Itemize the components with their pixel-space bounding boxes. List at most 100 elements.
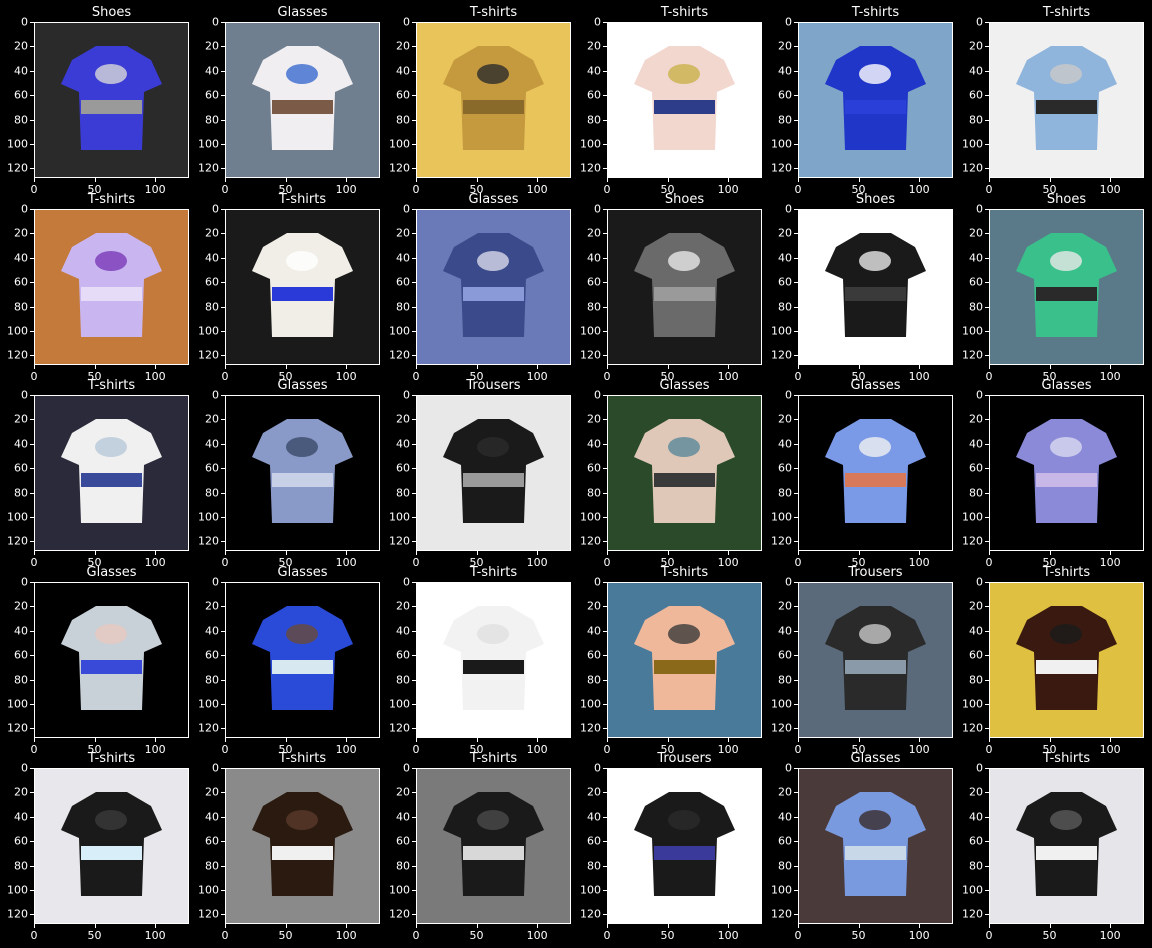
y-tick-label: 100 (580, 137, 601, 151)
panel-title: T-shirts (1042, 5, 1091, 20)
product-image (798, 209, 953, 365)
x-tick-mark (225, 551, 226, 555)
x-tick-mark (989, 738, 990, 742)
y-tick-label: 60 (778, 648, 792, 662)
y-tick-label: 60 (14, 834, 28, 848)
x-tick-mark (34, 924, 35, 928)
y-tick-mark (603, 444, 607, 445)
y-tick-mark (412, 22, 416, 23)
x-tick-label: 0 (412, 743, 420, 756)
y-tick-label: 40 (587, 64, 601, 78)
y-tick-mark (221, 95, 225, 96)
y-tick-label: 100 (7, 324, 28, 338)
y-tick-label: 20 (14, 599, 28, 613)
y-tick-label: 0 (976, 575, 983, 589)
y-tick-label: 0 (403, 15, 410, 29)
y-tick-label: 100 (580, 697, 601, 711)
y-tick-label: 40 (969, 437, 983, 451)
image-panel: Glasses 0 20 40 60 80 100 120 0 50 100 (0, 560, 191, 756)
x-tick-mark (34, 178, 35, 182)
y-tick-mark (30, 168, 34, 169)
x-tick-label: 0 (603, 929, 611, 942)
y-tick-mark (794, 355, 798, 356)
product-image (607, 395, 762, 551)
x-tick-label: 100 (526, 743, 548, 756)
y-tick-label: 20 (205, 412, 219, 426)
y-tick-label: 20 (396, 599, 410, 613)
x-tick-mark (989, 924, 990, 928)
y-tick-mark (412, 419, 416, 420)
y-tick-mark (985, 419, 989, 420)
x-tick-mark (155, 365, 156, 369)
x-tick-label: 100 (144, 556, 166, 569)
x-tick-label: 0 (794, 929, 802, 942)
y-tick-label: 60 (969, 648, 983, 662)
y-tick-mark (30, 22, 34, 23)
y-tick-label: 0 (212, 761, 219, 775)
y-tick-mark (30, 444, 34, 445)
y-tick-mark (985, 914, 989, 915)
x-tick-label: 100 (717, 743, 739, 756)
y-tick-label: 120 (389, 534, 410, 548)
y-tick-mark (603, 680, 607, 681)
x-tick-mark (34, 365, 35, 369)
y-tick-mark (985, 468, 989, 469)
image-panel: T-shirts 0 20 40 60 80 100 120 0 50 100 (191, 746, 382, 942)
y-tick-label: 40 (205, 437, 219, 451)
y-tick-label: 60 (205, 648, 219, 662)
y-tick-mark (30, 914, 34, 915)
y-tick-mark (985, 582, 989, 583)
product-image (989, 768, 1144, 924)
y-tick-label: 120 (771, 907, 792, 921)
y-tick-mark (412, 282, 416, 283)
y-tick-mark (30, 307, 34, 308)
x-tick-label: 100 (1099, 370, 1121, 383)
y-tick-label: 40 (969, 810, 983, 824)
y-tick-label: 60 (205, 275, 219, 289)
y-tick-mark (412, 395, 416, 396)
y-tick-label: 120 (389, 721, 410, 735)
y-tick-label: 0 (403, 575, 410, 589)
y-tick-mark (221, 209, 225, 210)
panel-title: T-shirts (278, 751, 327, 766)
x-tick-label: 50 (87, 743, 102, 756)
y-tick-label: 0 (403, 202, 410, 216)
x-tick-mark (668, 365, 669, 369)
y-tick-label: 100 (771, 324, 792, 338)
x-tick-label: 50 (469, 370, 484, 383)
x-tick-mark (919, 551, 920, 555)
y-tick-label: 80 (778, 673, 792, 686)
y-tick-label: 80 (396, 673, 410, 686)
y-tick-mark (985, 631, 989, 632)
x-tick-mark (1110, 924, 1111, 928)
x-tick-label: 50 (851, 370, 866, 383)
panel-title: T-shirts (469, 5, 518, 20)
panel-title: Glasses (277, 378, 328, 393)
product-image (34, 582, 189, 738)
y-tick-mark (30, 655, 34, 656)
x-tick-mark (537, 738, 538, 742)
y-tick-mark (412, 817, 416, 818)
x-tick-label: 50 (469, 929, 484, 942)
y-tick-mark (794, 395, 798, 396)
x-tick-label: 50 (87, 929, 102, 942)
panel-title: T-shirts (87, 192, 136, 207)
image-panel: T-shirts 0 20 40 60 80 100 120 0 50 100 (573, 560, 764, 756)
y-tick-mark (221, 841, 225, 842)
y-tick-label: 20 (778, 785, 792, 799)
x-tick-mark (668, 738, 669, 742)
x-tick-label: 0 (794, 556, 802, 569)
y-tick-mark (30, 71, 34, 72)
product-image (989, 22, 1144, 178)
y-tick-mark (221, 468, 225, 469)
y-tick-label: 100 (7, 697, 28, 711)
y-tick-mark (794, 71, 798, 72)
y-tick-mark (30, 890, 34, 891)
y-tick-label: 60 (396, 648, 410, 662)
y-tick-label: 20 (205, 599, 219, 613)
panel-title: Trousers (657, 751, 712, 766)
y-tick-label: 100 (962, 883, 983, 897)
y-tick-label: 20 (396, 412, 410, 426)
y-tick-mark (30, 395, 34, 396)
x-tick-mark (728, 178, 729, 182)
